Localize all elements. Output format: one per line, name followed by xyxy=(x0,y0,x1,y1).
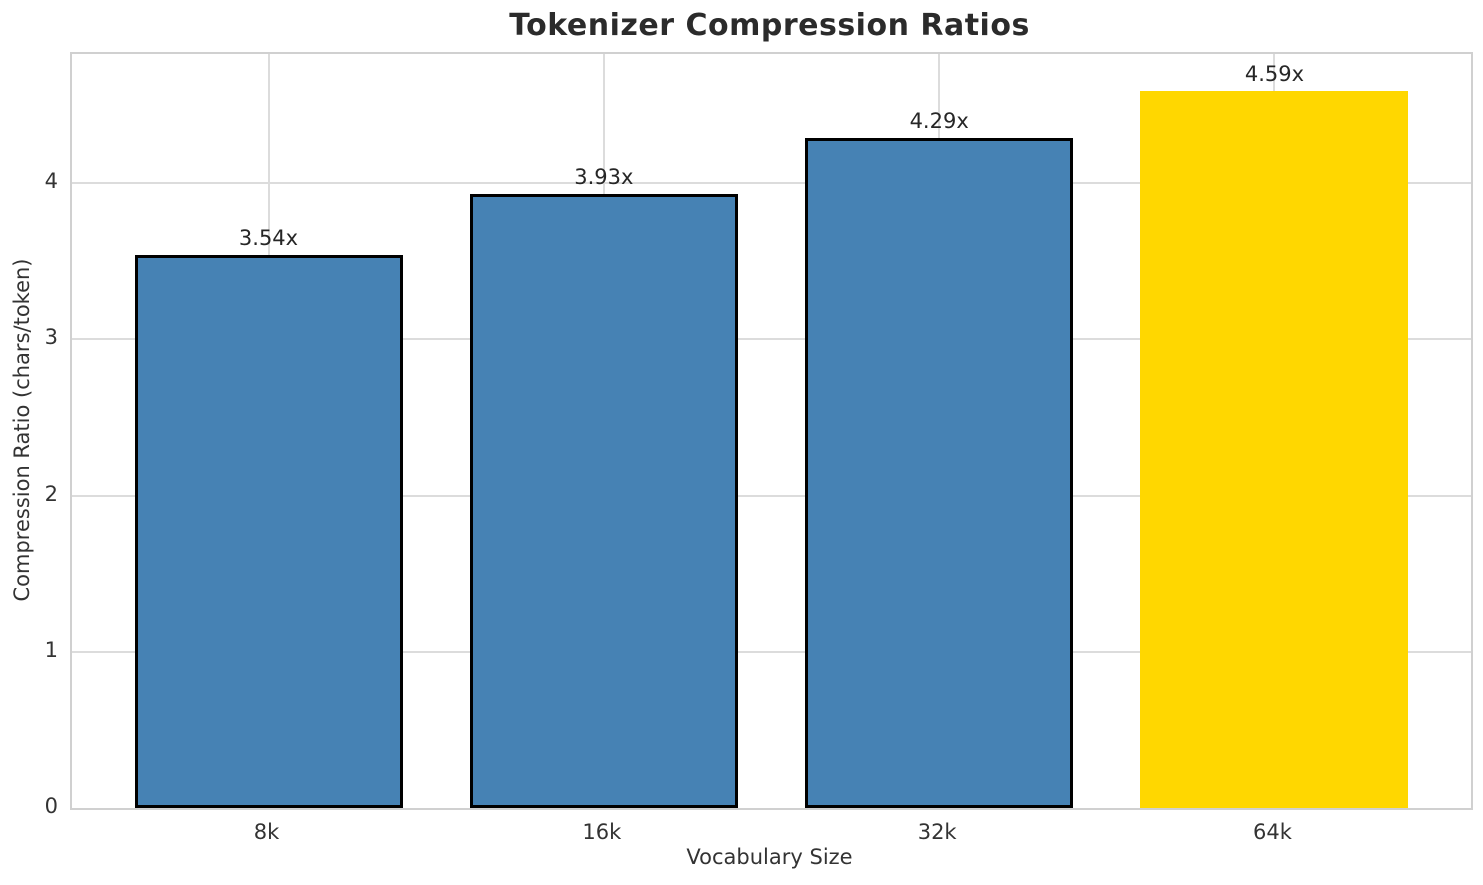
horizontal-gridline xyxy=(72,494,1471,497)
y-tick-label: 4 xyxy=(44,169,58,194)
y-tick-label: 3 xyxy=(44,325,58,350)
y-tick-label: 2 xyxy=(44,481,58,506)
x-tick-label: 64k xyxy=(1253,820,1292,844)
x-tick-label: 16k xyxy=(582,820,622,844)
horizontal-gridline xyxy=(72,338,1471,341)
bar-32k xyxy=(805,137,1074,808)
bar-16k xyxy=(469,194,738,808)
horizontal-gridline xyxy=(72,650,1471,653)
chart-title: Tokenizer Compression Ratios xyxy=(509,8,1030,43)
bar-64k xyxy=(1140,90,1409,808)
x-axis-label: Vocabulary Size xyxy=(686,845,853,869)
y-tick-label: 1 xyxy=(44,637,58,662)
bar-value-label: 4.59x xyxy=(1244,61,1305,86)
bar-8k xyxy=(134,254,403,808)
bar-value-label: 3.93x xyxy=(574,165,634,189)
y-axis-label: Compression Ratio (chars/token) xyxy=(10,258,34,602)
y-tick-label: 0 xyxy=(44,794,58,818)
bar-value-label: 4.29x xyxy=(909,108,969,133)
horizontal-gridline xyxy=(72,182,1471,185)
x-tick-label: 32k xyxy=(917,820,957,844)
plot-area: 3.54x 3.93x 4.29x 4.59x xyxy=(70,52,1473,810)
bar-value-label: 3.54x xyxy=(238,225,299,250)
x-tick-label: 8k xyxy=(253,820,280,844)
